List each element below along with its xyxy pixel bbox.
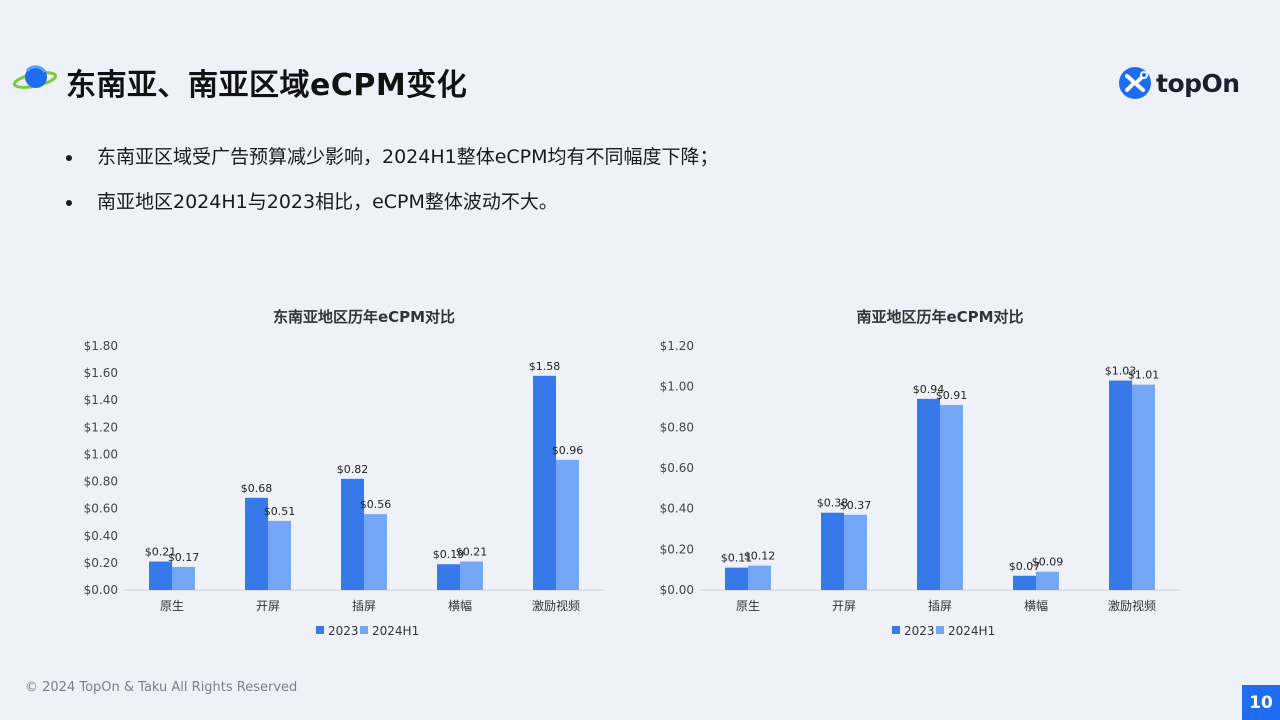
x-tick-label: 原生 xyxy=(160,599,184,613)
x-tick-label: 横幅 xyxy=(448,598,472,613)
topon-logo-icon xyxy=(1119,67,1151,99)
x-tick-label: 开屏 xyxy=(256,599,280,613)
x-tick-label: 横幅 xyxy=(1024,598,1048,613)
bar-2023 xyxy=(725,567,748,590)
bar-2023 xyxy=(437,564,460,590)
bullet-list: 东南亚区域受广告预算减少影响，2024H1整体eCPM均有不同幅度下降； 南亚地… xyxy=(64,146,719,236)
bar-2024h1 xyxy=(556,459,579,590)
y-tick-label: $0.40 xyxy=(660,502,694,516)
bar-2024h1 xyxy=(1036,571,1059,590)
data-label: $0.19 xyxy=(433,548,465,561)
bar-2023 xyxy=(821,512,844,590)
bullet-item: 东南亚区域受广告预算减少影响，2024H1整体eCPM均有不同幅度下降； xyxy=(64,146,719,168)
legend-swatch xyxy=(892,626,900,634)
data-label: $0.68 xyxy=(241,482,273,495)
y-tick-label: $1.00 xyxy=(84,447,118,461)
page-number: 10 xyxy=(1242,685,1280,720)
bullet-dot xyxy=(66,200,72,206)
x-tick-label: 原生 xyxy=(736,599,760,613)
y-tick-label: $0.00 xyxy=(660,583,694,597)
bar-2024h1 xyxy=(1132,384,1155,590)
data-label: $0.21 xyxy=(456,546,488,559)
data-label: $0.51 xyxy=(264,505,296,518)
bullet-text: 南亚地区2024H1与2023相比，eCPM整体波动不大。 xyxy=(97,191,558,213)
bar-2024h1 xyxy=(940,404,963,590)
data-label: $0.17 xyxy=(168,551,200,564)
bar-2023 xyxy=(149,561,172,590)
data-label: $0.38 xyxy=(817,497,849,510)
page-title: 东南亚、南亚区域eCPM变化 xyxy=(66,68,468,103)
brand-name: topOn xyxy=(1156,68,1240,98)
bullet-item: 南亚地区2024H1与2023相比，eCPM整体波动不大。 xyxy=(64,191,719,213)
planet-logo-icon xyxy=(12,65,58,89)
bar-2023 xyxy=(1013,575,1036,590)
bar-chart: 东南亚地区历年eCPM对比 $0.00 $0.20 $0.40 $0.60 $0.80 $1… xyxy=(84,308,604,638)
x-tick-label: 激励视频 xyxy=(532,598,580,613)
bar-2023 xyxy=(1109,380,1132,590)
bar-2024h1 xyxy=(364,514,387,590)
y-tick-label: $1.20 xyxy=(84,420,118,434)
y-tick-label: $0.60 xyxy=(84,502,118,516)
bullet-dot xyxy=(66,155,72,161)
x-tick-label: 插屏 xyxy=(352,599,376,613)
data-label: $0.07 xyxy=(1009,560,1041,573)
bar-chart: 南亚地区历年eCPM对比 $0.00 $0.20 $0.40 $0.60 $0.80 $1.… xyxy=(660,308,1180,638)
footer-copyright: © 2024 TopOn & Taku All Rights Reserved xyxy=(25,680,298,695)
data-label: $0.37 xyxy=(840,499,872,512)
data-label: $0.11 xyxy=(721,552,753,565)
bar-2024h1 xyxy=(844,514,867,590)
bar-2024h1 xyxy=(460,561,483,590)
data-label: $0.96 xyxy=(552,444,584,457)
y-tick-label: $1.40 xyxy=(84,393,118,407)
bar-2023 xyxy=(245,497,268,590)
data-label: $0.94 xyxy=(913,383,945,396)
legend-label: 2024H1 xyxy=(372,624,419,638)
y-tick-label: $0.20 xyxy=(660,542,694,556)
x-tick-label: 插屏 xyxy=(928,599,952,613)
data-label: $0.12 xyxy=(744,550,776,563)
brand-logo: topOn xyxy=(1118,66,1240,100)
chart-southeast-asia: 东南亚地区历年eCPM对比 $0.00 $0.20 $0.40 $0.60 $0.80 $1… xyxy=(64,300,624,660)
data-label: $1.58 xyxy=(529,360,561,373)
chart-title: 东南亚地区历年eCPM对比 xyxy=(273,308,455,326)
y-tick-label: $1.80 xyxy=(84,339,118,353)
legend-label: 2023 xyxy=(904,624,935,638)
legend-label: 2024H1 xyxy=(948,624,995,638)
data-label: $0.09 xyxy=(1032,556,1064,569)
bar-2023 xyxy=(917,398,940,590)
legend-swatch xyxy=(936,626,944,634)
bar-2024h1 xyxy=(748,565,771,590)
bar-2024h1 xyxy=(172,566,195,590)
data-label: $0.91 xyxy=(936,389,968,402)
data-label: $1.01 xyxy=(1128,369,1160,382)
data-label: $0.82 xyxy=(337,463,369,476)
y-tick-label: $0.80 xyxy=(660,420,694,434)
y-tick-label: $0.80 xyxy=(84,475,118,489)
legend-swatch xyxy=(316,626,324,634)
bar-2023 xyxy=(533,375,556,590)
y-tick-label: $1.20 xyxy=(660,339,694,353)
y-tick-label: $1.60 xyxy=(84,366,118,380)
bullet-text: 东南亚区域受广告预算减少影响，2024H1整体eCPM均有不同幅度下降； xyxy=(97,146,719,168)
bar-2024h1 xyxy=(268,520,291,590)
chart-title: 南亚地区历年eCPM对比 xyxy=(856,308,1023,326)
y-tick-label: $1.00 xyxy=(660,380,694,394)
y-tick-label: $0.60 xyxy=(660,461,694,475)
legend-swatch xyxy=(360,626,368,634)
y-tick-label: $0.40 xyxy=(84,529,118,543)
x-tick-label: 激励视频 xyxy=(1108,598,1156,613)
legend-label: 2023 xyxy=(328,624,359,638)
y-tick-label: $0.20 xyxy=(84,556,118,570)
data-label: $1.03 xyxy=(1105,365,1137,378)
bar-2023 xyxy=(341,478,364,590)
y-tick-label: $0.00 xyxy=(84,583,118,597)
data-label: $0.56 xyxy=(360,498,392,511)
x-tick-label: 开屏 xyxy=(832,599,856,613)
chart-south-asia: 南亚地区历年eCPM对比 $0.00 $0.20 $0.40 $0.60 $0.80 $1.… xyxy=(640,300,1200,660)
data-label: $0.21 xyxy=(145,546,177,559)
